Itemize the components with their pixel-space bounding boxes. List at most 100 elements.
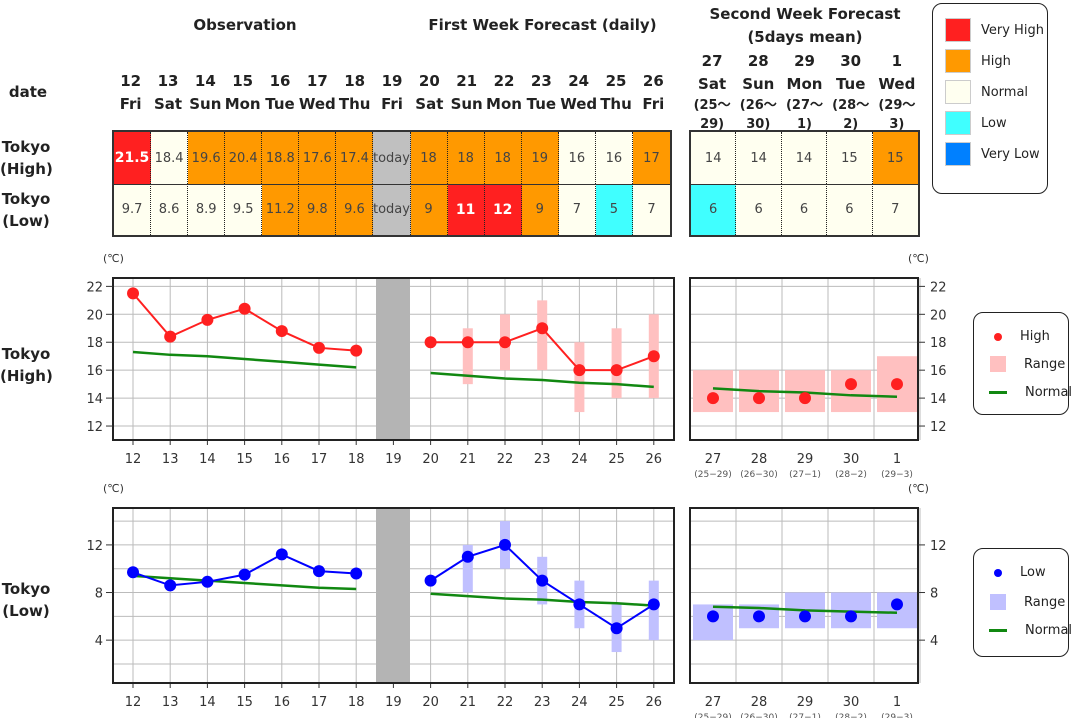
data-point (350, 344, 363, 357)
table-cell: 16 (558, 132, 596, 184)
table-cell: today (373, 184, 411, 235)
x-tick-label: 30 (843, 695, 860, 710)
y-tick-label: 12 (930, 420, 947, 435)
data-point (275, 548, 288, 561)
data-point (610, 364, 623, 377)
y-tick-label: 8 (95, 587, 103, 602)
table-cell: 9 (410, 184, 448, 235)
week2-date-column: 30 Tue (28〜 2) (826, 50, 876, 134)
x-tick-label: 29 (797, 695, 814, 710)
table-cell: 20.4 (225, 132, 263, 184)
date-day: 26 (642, 72, 664, 90)
date-column: 18 Thu (335, 70, 375, 116)
x-tick-label: 1 (893, 452, 901, 467)
week2-date-column: 29 Mon (27〜 1) (780, 50, 830, 134)
y-tick-label: 12 (86, 539, 103, 554)
y-tick-label: 8 (930, 587, 938, 602)
week2-date-column: 1 Wed (29〜 3) (872, 50, 922, 134)
y-tick-label: 20 (930, 308, 947, 323)
y-tick-label: 14 (930, 392, 947, 407)
date-column: 17 Wed (297, 70, 337, 116)
table-cell: 14 (736, 132, 782, 184)
legend-item-very_low: Very Low (945, 142, 1040, 166)
date-day: 23 (530, 72, 552, 90)
legend-item-high: High (945, 49, 1011, 73)
data-point (461, 550, 474, 563)
data-point (127, 287, 139, 300)
range-bar (611, 328, 622, 399)
date-day: 27 (701, 52, 723, 70)
x-tick-label: 26 (646, 452, 663, 467)
x-tick-label: 21 (460, 695, 477, 710)
data-point (350, 567, 363, 580)
x-tick-label: 13 (162, 695, 179, 710)
date-column: 22 Mon (484, 70, 524, 116)
date-weekday: Wed (298, 95, 336, 113)
color-swatch-icon (945, 142, 971, 166)
legend-label: High (981, 53, 1011, 69)
data-point (499, 538, 511, 551)
plot-frame (112, 277, 675, 441)
normal-line (132, 574, 357, 591)
table-cell: 18 (410, 132, 448, 184)
table-cell: 8.6 (151, 184, 189, 235)
data-point (647, 350, 660, 363)
x-tick-label: 23 (534, 452, 551, 467)
date-day: 30 (840, 52, 862, 70)
x-range-label: (25−29) (694, 713, 731, 718)
data-point (845, 610, 857, 623)
data-point (499, 336, 511, 349)
normal-line (430, 592, 654, 607)
date-day: 12 (120, 72, 142, 90)
y-tick-label: 12 (930, 539, 947, 554)
category-legend: Very High High Normal Low Very Low (932, 3, 1048, 194)
second-week-subheader: (5days mean) (747, 28, 863, 46)
x-range-label: (25−29) (694, 470, 731, 480)
date-column: 16 Tue (260, 70, 300, 116)
y-tick-label: 22 (86, 280, 103, 295)
plot-frame (112, 507, 675, 684)
x-tick-label: 27 (705, 695, 722, 710)
x-tick-label: 19 (385, 695, 402, 710)
range-swatch-icon (990, 594, 1006, 610)
date-range: 1) (797, 117, 812, 132)
date-day: 20 (418, 72, 440, 90)
plot-frame (689, 507, 919, 684)
date-weekday: Tue (265, 95, 295, 113)
x-tick-label: 13 (162, 452, 179, 467)
table-cell: 18.4 (151, 132, 189, 184)
date-weekday: Wed (878, 75, 916, 93)
table-cell: 18.8 (262, 132, 300, 184)
table-cell: 14 (691, 132, 737, 184)
date-column: 23 Tue (521, 70, 561, 116)
range-bar (574, 342, 585, 413)
data-point (536, 322, 549, 335)
date-range: (27〜 (785, 98, 824, 113)
date-weekday: Tue (835, 75, 866, 93)
range-bar (462, 328, 473, 385)
x-tick-label: 25 (608, 695, 625, 710)
color-swatch-icon (945, 80, 971, 104)
high-dot-icon (994, 332, 1002, 341)
x-tick-label: 16 (274, 695, 291, 710)
color-swatch-icon (945, 111, 971, 135)
today-bar (376, 508, 410, 683)
date-weekday: Fri (381, 95, 403, 113)
table-row-label-low: Tokyo (Low) (1, 190, 51, 230)
x-tick-label: 17 (311, 695, 328, 710)
x-tick-label: 22 (497, 452, 514, 467)
y-tick-label: 14 (86, 392, 103, 407)
table-cell: 15 (827, 132, 873, 184)
forecast-table-week2: 14 14 14 15 15 6 6 6 6 7 (689, 130, 920, 237)
x-tick-label: 29 (797, 452, 814, 467)
x-tick-label: 28 (751, 695, 768, 710)
x-range-label: (28−2) (835, 470, 867, 480)
data-point (127, 566, 139, 579)
date-weekday: Mon (486, 95, 522, 113)
date-range: 2) (843, 117, 859, 132)
x-range-label: (26−30) (740, 470, 777, 480)
table-cell: 17 (632, 132, 670, 184)
date-column: 25 Thu (596, 70, 636, 116)
x-tick-label: 27 (705, 452, 722, 467)
unit-label: (℃) (103, 252, 124, 265)
